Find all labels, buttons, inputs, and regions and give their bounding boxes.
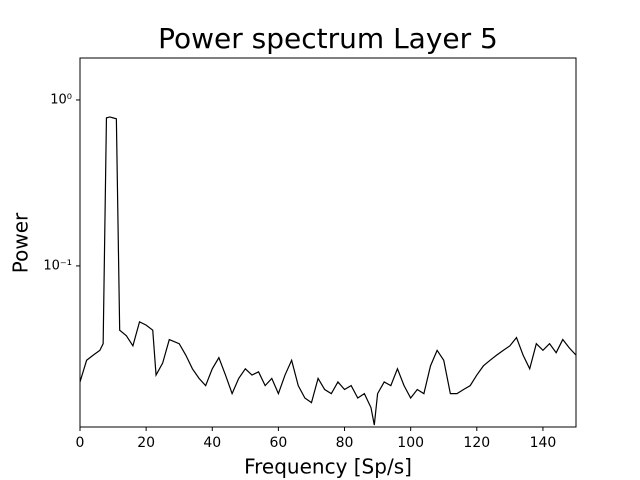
x-tick-label: 100 bbox=[397, 435, 424, 451]
y-tick-label: 10⁰ bbox=[50, 92, 72, 107]
spectrum-line bbox=[79, 116, 577, 426]
x-axis-label: Frequency [Sp/s] bbox=[244, 455, 412, 479]
x-tick-label: 140 bbox=[530, 435, 557, 451]
x-tick-label: 0 bbox=[76, 435, 85, 451]
x-tick-label: 80 bbox=[336, 435, 354, 451]
plot-frame bbox=[79, 57, 577, 428]
y-tick-label: 10⁻¹ bbox=[43, 258, 72, 273]
x-tick-label: 60 bbox=[269, 435, 287, 451]
chart-title: Power spectrum Layer 5 bbox=[158, 22, 498, 55]
x-tick-label: 20 bbox=[137, 435, 155, 451]
x-tick-label: 120 bbox=[463, 435, 490, 451]
x-tick-label: 40 bbox=[203, 435, 221, 451]
y-axis-label: Power bbox=[9, 212, 33, 273]
